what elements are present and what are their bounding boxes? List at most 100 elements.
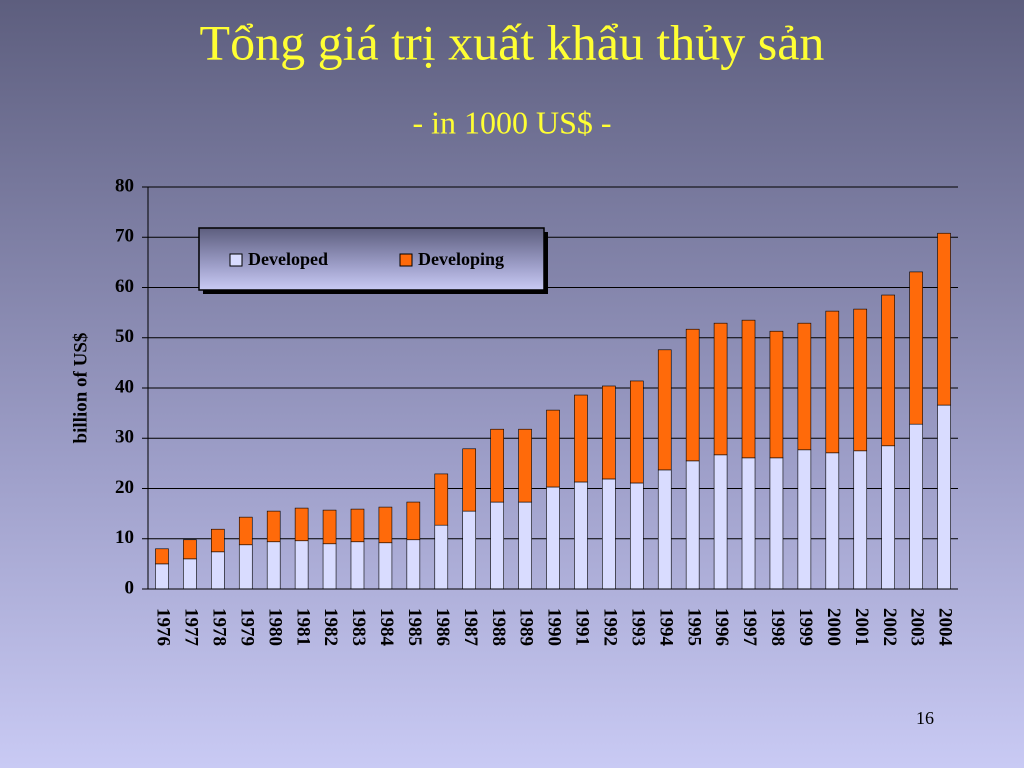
legend-label: Developing (418, 249, 504, 269)
bar-segment (434, 473, 449, 526)
legend: Developed Developing (198, 227, 548, 294)
x-tick-label: 1987 (460, 608, 481, 647)
slide-number: 16 (916, 708, 934, 728)
bar-segment (685, 460, 700, 590)
legend-box (198, 227, 545, 291)
bar-segment (322, 543, 337, 590)
x-tick-label: 1981 (292, 608, 313, 646)
bar-segment (350, 541, 365, 590)
x-tick-label: 1994 (655, 608, 676, 647)
bar-segment (937, 232, 951, 406)
bar-segment (518, 428, 532, 503)
plot: 0 10 20 30 40 50 60 70 80 1976 1977 1978 1979 1980 198… (115, 175, 958, 647)
y-tick-label: 80 (115, 175, 134, 196)
bar-segment (434, 524, 449, 590)
bar-segment (881, 294, 895, 447)
bar-segment (574, 481, 588, 590)
bar-segment (629, 380, 644, 484)
bar-segment (741, 457, 756, 590)
x-tick-label: 1977 (181, 608, 202, 647)
x-tick-label: 1988 (488, 608, 509, 646)
y-tick-label: 40 (115, 376, 134, 397)
bar-segment (155, 548, 169, 565)
x-tick-label: 1991 (572, 608, 593, 646)
y-tick-label: 70 (115, 226, 134, 247)
bar-segment (546, 409, 560, 488)
x-tick-label: 1999 (795, 608, 816, 646)
bar-segment (769, 457, 784, 590)
y-tick-label: 30 (115, 427, 134, 448)
y-tick-label: 50 (115, 326, 134, 347)
bar-segment (546, 486, 560, 590)
y-tick-label: 60 (115, 276, 134, 297)
x-tick-label: 1984 (376, 608, 397, 647)
x-tick-label: 1985 (404, 608, 425, 646)
bar-segment (294, 540, 309, 590)
x-tick-label: 1982 (320, 608, 341, 646)
y-tick-label: 0 (125, 577, 135, 598)
x-tick-label: 1980 (264, 608, 285, 646)
bar-segment (602, 478, 616, 590)
x-tick-label: 1997 (739, 608, 760, 647)
x-tick-label: 2001 (851, 608, 872, 646)
bar-segment (881, 445, 895, 590)
bar-segment (937, 404, 951, 590)
bar-segment (909, 271, 923, 425)
bar-segment (350, 508, 365, 543)
x-tick-label: 1992 (600, 608, 621, 646)
slide-title: Tổng giá trị xuất khẩu thủy sản (200, 14, 825, 70)
x-tick-label: 1976 (153, 608, 174, 646)
x-tick-label: 1983 (348, 608, 369, 646)
x-tick-label: 1993 (627, 608, 648, 646)
bar-segment (211, 528, 225, 553)
x-tick-label: 2000 (823, 608, 844, 646)
bar-segment (183, 558, 197, 590)
x-tick-label: 1998 (767, 608, 788, 646)
bar-segment (797, 322, 812, 451)
bar-segment (462, 448, 477, 512)
bar-segment (518, 501, 532, 590)
x-tick-label: 2003 (907, 608, 928, 646)
bar-segment (406, 539, 421, 590)
bar-segment (266, 541, 281, 590)
bar-segment (602, 385, 616, 480)
bar-segment (322, 509, 337, 545)
bar-segment (629, 482, 644, 590)
bar-segment (238, 516, 253, 546)
legend-swatch (399, 253, 413, 267)
x-tick-label: 1995 (683, 608, 704, 646)
x-tick-label: 2002 (879, 608, 900, 646)
bar-segment (657, 469, 672, 590)
bar-segment (685, 328, 700, 462)
legend-label: Developed (248, 249, 328, 269)
bar-segment (769, 330, 784, 459)
x-tick-label: 1996 (711, 608, 732, 646)
x-tick-label: 1989 (516, 608, 537, 646)
x-tick-label: 1986 (432, 608, 453, 646)
bar-segment (825, 310, 840, 454)
bar-segment (853, 450, 868, 590)
slide-subtitle: - in 1000 US$ - (412, 104, 611, 140)
bar-segment (294, 507, 309, 542)
bar-segment (825, 452, 840, 590)
bar-segment (490, 501, 504, 590)
bar-segment (713, 322, 728, 456)
bar-segment (266, 510, 281, 543)
bar-segment (853, 308, 868, 452)
bar-segment (713, 454, 728, 590)
bar-segment (462, 510, 477, 590)
bar-segment (909, 423, 923, 590)
bar-segment (490, 428, 504, 503)
x-tick-label: 1978 (208, 608, 229, 646)
bar-segment (183, 539, 197, 560)
bar-segment (741, 319, 756, 459)
bar-segment (657, 349, 672, 471)
y-tick-label: 20 (115, 477, 134, 498)
bar-segment (211, 551, 225, 590)
bar-segment (155, 563, 169, 590)
x-tick-label: 1990 (544, 608, 565, 646)
bar-segment (574, 394, 588, 483)
y-axis-label: billion of US$ (70, 333, 91, 444)
